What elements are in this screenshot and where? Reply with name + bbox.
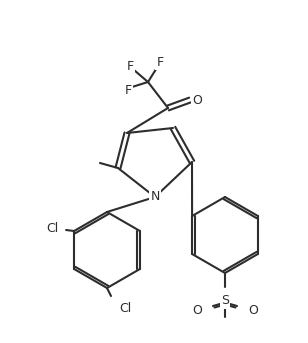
Text: N: N: [150, 190, 160, 203]
Text: O: O: [248, 305, 258, 318]
Text: Cl: Cl: [119, 301, 131, 315]
Text: Cl: Cl: [46, 223, 58, 236]
Text: F: F: [124, 83, 132, 96]
Text: S: S: [221, 295, 229, 308]
Text: O: O: [192, 305, 202, 318]
Text: F: F: [156, 56, 164, 69]
Text: O: O: [192, 94, 202, 106]
Text: F: F: [127, 60, 134, 73]
